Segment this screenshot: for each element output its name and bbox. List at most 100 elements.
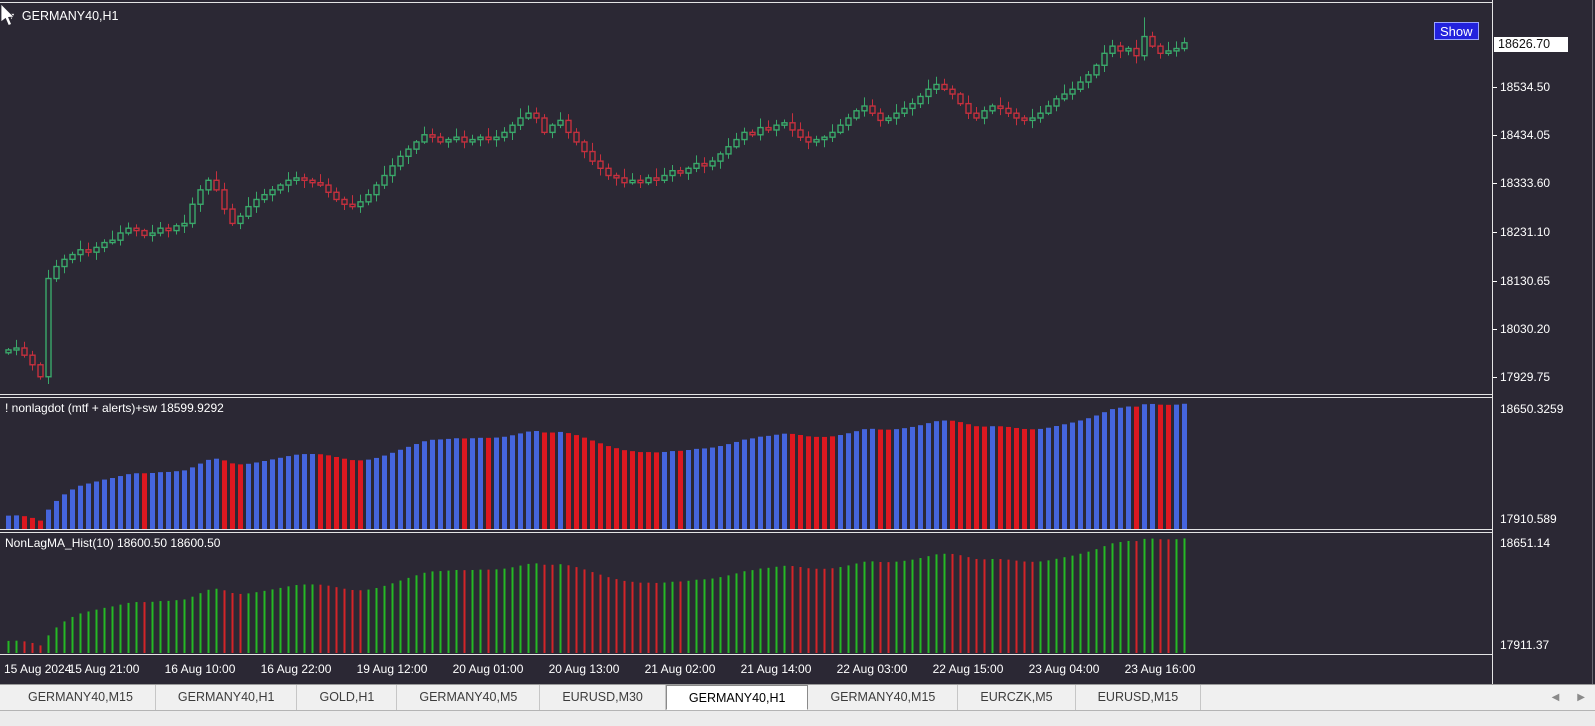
- price-tick-label: 18333.60: [1500, 176, 1551, 191]
- candle-body: [901, 107, 908, 114]
- histogram-bar: [1151, 538, 1154, 653]
- chart-tab-eurczk-m5[interactable]: EURCZK,M5: [958, 685, 1076, 710]
- histogram-bar: [862, 429, 867, 529]
- chart-tab-germany40-m5[interactable]: GERMANY40,M5: [397, 685, 541, 710]
- histogram-bar: [231, 593, 234, 653]
- histogram-bar: [406, 446, 411, 529]
- histogram-bar: [886, 429, 891, 529]
- candle-body: [1077, 81, 1084, 90]
- candle-body: [549, 124, 556, 134]
- candle-body: [13, 347, 20, 351]
- main-chart-pane[interactable]: ▼ GERMANY40,H1 Show: [0, 3, 1492, 394]
- pane-divider[interactable]: [0, 397, 1492, 398]
- mouse-cursor-icon: [0, 3, 15, 27]
- candle-body: [717, 153, 724, 162]
- histogram-bar: [718, 446, 723, 529]
- candle-body: [1093, 64, 1100, 76]
- candle-body: [1157, 45, 1164, 55]
- candle-body: [125, 227, 132, 234]
- histogram-bar: [374, 457, 379, 529]
- pane-divider[interactable]: [0, 532, 1492, 533]
- histogram-bar: [751, 570, 754, 653]
- indicator2-pane[interactable]: NonLagMA_Hist(10) 18600.50 18600.50: [0, 533, 1492, 653]
- histogram-bar: [759, 568, 762, 653]
- price-axis[interactable]: 18626.70 18650.3259 17910.589 18651.14 1…: [1492, 0, 1595, 684]
- candle-body: [605, 167, 612, 177]
- histogram-bar: [1022, 428, 1027, 529]
- chart-tab-germany40-m15[interactable]: GERMANY40,M15: [808, 685, 959, 710]
- axis-separator-line: [1492, 0, 1493, 684]
- chart-tab-eurusd-m15[interactable]: EURUSD,M15: [1076, 685, 1202, 710]
- indicator1-pane[interactable]: ! nonlagdot (mtf + alerts)+sw 18599.9292: [0, 398, 1492, 529]
- histogram-bar: [295, 585, 298, 653]
- candle-body: [781, 122, 788, 126]
- chart-tab-germany40-h1[interactable]: GERMANY40,H1: [665, 685, 809, 710]
- candle-body: [173, 225, 180, 232]
- pane-divider[interactable]: [0, 529, 1492, 530]
- chart-tab-gold-h1[interactable]: GOLD,H1: [297, 685, 398, 710]
- candle-body: [925, 88, 932, 98]
- histogram-bar: [551, 564, 554, 653]
- histogram-bar: [407, 577, 410, 653]
- chart-tab-eurusd-m30[interactable]: EURUSD,M30: [540, 685, 666, 710]
- chart-tab-germany40-h1[interactable]: GERMANY40,H1: [156, 685, 298, 710]
- histogram-bar: [782, 433, 787, 529]
- candle-body: [333, 191, 340, 201]
- histogram-bar: [511, 567, 514, 653]
- symbol-title: ▼ GERMANY40,H1: [7, 9, 118, 23]
- histogram-bar: [951, 553, 954, 653]
- axis-tick-mark: [1492, 328, 1497, 330]
- chart-tab-germany40-m15[interactable]: GERMANY40,M15: [6, 685, 156, 710]
- tab-scroll-right-icon[interactable]: ▶: [1577, 692, 1585, 703]
- candle-body: [229, 208, 236, 225]
- show-button[interactable]: Show: [1434, 22, 1479, 40]
- histogram-bar: [150, 472, 155, 529]
- histogram-bar: [199, 593, 202, 653]
- histogram-bar: [479, 569, 482, 653]
- candle-body: [685, 167, 692, 174]
- histogram-bar: [1127, 540, 1130, 653]
- histogram-bar: [22, 516, 27, 529]
- histogram-bar: [855, 563, 858, 653]
- histogram-bar: [207, 589, 210, 653]
- histogram-bar: [918, 425, 923, 529]
- symbol-title-text: GERMANY40,H1: [21, 9, 119, 23]
- candle-body: [1117, 45, 1124, 52]
- histogram-bar: [334, 456, 339, 529]
- histogram-bar: [575, 567, 578, 653]
- time-axis[interactable]: 15 Aug 2024 15 Aug 21:00 16 Aug 10:00 16 Au…: [0, 656, 1492, 684]
- candle-body: [133, 227, 140, 232]
- candle-body: [797, 129, 804, 138]
- histogram-bar: [1159, 539, 1162, 653]
- histogram-bar: [391, 583, 394, 653]
- chart-tab-bar: GERMANY40,M15 GERMANY40,H1 GOLD,H1 GERMANY4…: [0, 684, 1595, 710]
- histogram-bar: [975, 558, 978, 653]
- candle-body: [861, 105, 868, 112]
- histogram-bar: [70, 489, 75, 529]
- histogram-bar: [990, 426, 995, 529]
- candle-body: [541, 117, 548, 134]
- pane-divider[interactable]: [0, 2, 1492, 3]
- candle-body: [973, 112, 980, 119]
- price-tick-label: 18434.05: [1500, 128, 1551, 143]
- histogram-bar: [1110, 409, 1115, 529]
- histogram-bar: [1094, 415, 1099, 529]
- histogram-bar: [654, 452, 659, 529]
- histogram-bar: [711, 578, 714, 653]
- candle-body: [1053, 98, 1060, 107]
- histogram-bar: [342, 458, 347, 529]
- candle-body: [701, 162, 708, 167]
- histogram-bar: [775, 566, 778, 653]
- tab-scroll-left-icon[interactable]: ◀: [1551, 692, 1560, 703]
- histogram-bar: [215, 588, 218, 653]
- candle-body: [141, 229, 148, 237]
- pane-divider[interactable]: [0, 394, 1492, 395]
- candle-body: [1165, 50, 1172, 55]
- histogram-bar: [894, 429, 899, 529]
- candle-body: [629, 179, 636, 184]
- histogram-bar: [847, 565, 850, 653]
- histogram-bar: [591, 572, 594, 653]
- histogram-bar: [935, 554, 938, 653]
- histogram-bar: [598, 443, 603, 529]
- candle-body: [621, 177, 628, 184]
